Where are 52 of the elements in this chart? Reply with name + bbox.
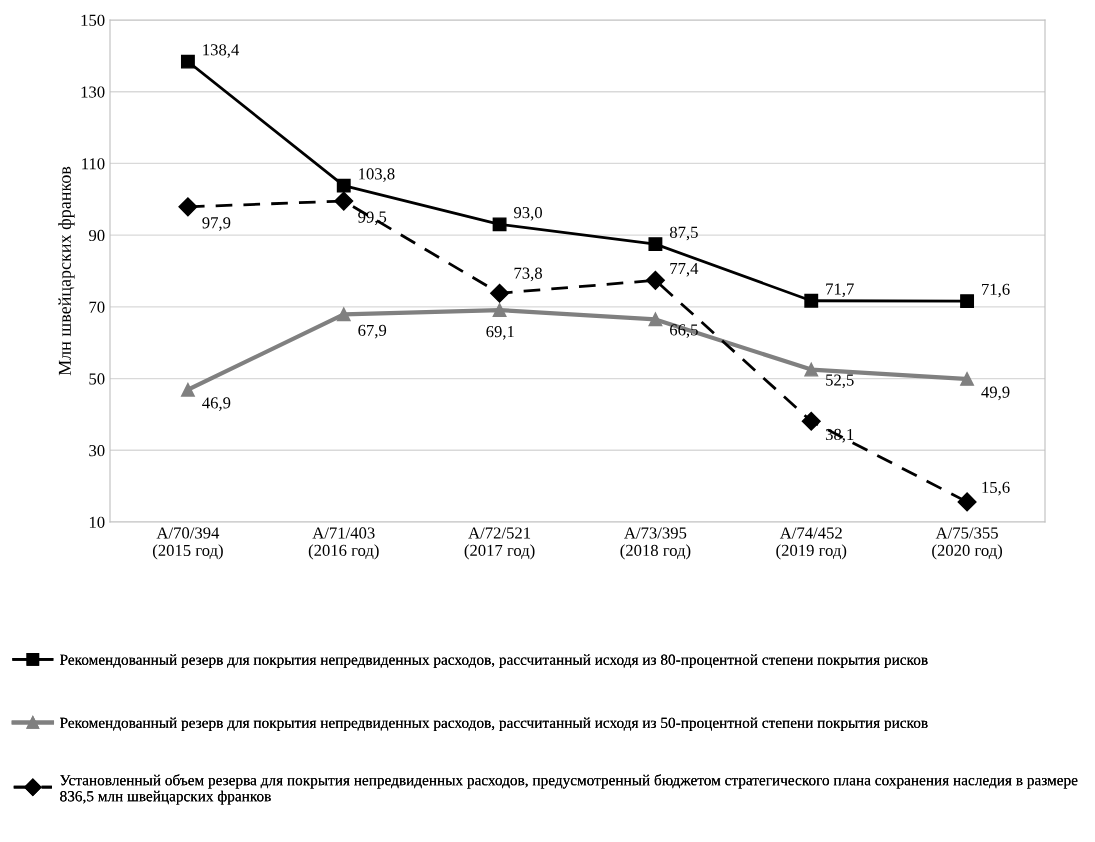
data-label: 71,6 xyxy=(982,283,1010,298)
y-tick-label: 110 xyxy=(82,158,105,170)
data-label: 46,9 xyxy=(202,397,231,411)
x-tick-label: A/71/403 (2016 год) xyxy=(308,527,379,560)
point xyxy=(645,270,665,290)
data-label: 66,5 xyxy=(670,324,698,338)
y-axis-title: Млн швейцарских франков xyxy=(58,166,75,376)
point xyxy=(648,237,663,252)
point xyxy=(957,492,977,512)
point xyxy=(960,371,975,386)
data-label: 87,5 xyxy=(669,226,698,241)
point xyxy=(490,283,510,303)
point xyxy=(178,197,198,217)
data-label: 71,7 xyxy=(826,283,854,297)
data-label: 93,0 xyxy=(514,206,542,221)
data-label: 97,9 xyxy=(202,217,231,231)
point xyxy=(334,191,354,211)
data-label: 49,9 xyxy=(981,386,1010,401)
y-tick-label: 30 xyxy=(89,444,105,457)
x-tick-label: A/73/395 (2018 год) xyxy=(620,527,691,560)
data-label: 67,9 xyxy=(358,324,387,339)
x-tick-label: A/70/394 (2015 год) xyxy=(152,527,223,560)
y-tick-label: 70 xyxy=(89,301,105,313)
x-tick-label: A/72/521 (2017 год) xyxy=(464,527,535,560)
point xyxy=(336,178,351,193)
point xyxy=(804,293,819,308)
legend-label: Рекомендованный резерв для покрытия непредвиденных расходов, рассчитанный исходя из 80-процентной степени покрытия рисков xyxy=(60,654,928,668)
data-label: 73,8 xyxy=(514,267,542,282)
point xyxy=(492,303,507,318)
point xyxy=(336,307,351,322)
legend-label: Установленный объем резерва для покрытия непредвиденных расходов, предусмотренный бюджетом стратегического плана сохранения наследия в размере 836,5 млн швейцарских франков xyxy=(60,774,1078,805)
y-tick-label: 150 xyxy=(81,14,105,26)
point xyxy=(804,362,819,377)
point xyxy=(180,382,195,397)
x-tick-label: A/75/355 (2020 год) xyxy=(932,527,1003,560)
data-label: 138,4 xyxy=(203,44,240,58)
data-label: 69,1 xyxy=(486,326,514,340)
x-tick-label: A/74/452 (2019 год) xyxy=(776,527,847,560)
legend-label: Рекомендованный резерв для покрытия непредвиденных расходов, рассчитанный исходя из 50-процентной степени покрытия рисков xyxy=(60,717,928,732)
data-label: 52,5 xyxy=(826,374,854,389)
data-label: 77,4 xyxy=(670,263,699,277)
point xyxy=(648,312,663,327)
y-tick-label: 130 xyxy=(81,86,105,98)
y-tick-label: 10 xyxy=(89,516,105,528)
data-label: 15,6 xyxy=(982,481,1010,496)
point xyxy=(960,294,975,309)
y-tick-label: 90 xyxy=(89,229,105,242)
y-tick-label: 50 xyxy=(89,373,105,385)
point xyxy=(180,54,195,69)
point xyxy=(492,217,507,232)
point xyxy=(801,411,821,431)
data-label: 103,8 xyxy=(359,168,395,182)
